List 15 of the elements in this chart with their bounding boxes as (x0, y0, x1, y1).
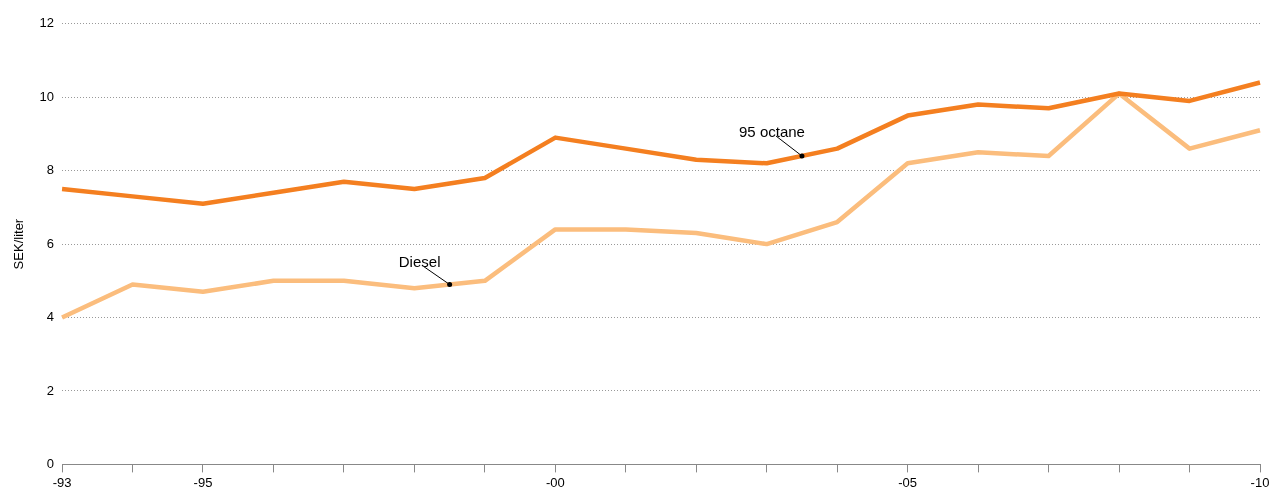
x-tick-label: -10 (1250, 474, 1270, 490)
x-tick-label: -05 (898, 474, 918, 490)
y-tick-label: 2 (46, 382, 55, 398)
y-tick-label: 10 (39, 88, 55, 104)
y-tick-label: 0 (46, 455, 55, 471)
y-tick-label: 6 (46, 235, 55, 251)
x-tick-label: -95 (193, 474, 213, 490)
y-tick-label: 12 (39, 15, 55, 31)
y-axis-title: SEK/liter (11, 218, 27, 270)
y-tick-label: 8 (46, 162, 55, 178)
x-tick-label: -93 (52, 474, 72, 490)
y-tick-label: 4 (46, 309, 55, 325)
series-label: 95 octane (739, 122, 805, 140)
x-tick-label: -00 (545, 474, 565, 490)
series-label: Diesel (398, 253, 441, 271)
